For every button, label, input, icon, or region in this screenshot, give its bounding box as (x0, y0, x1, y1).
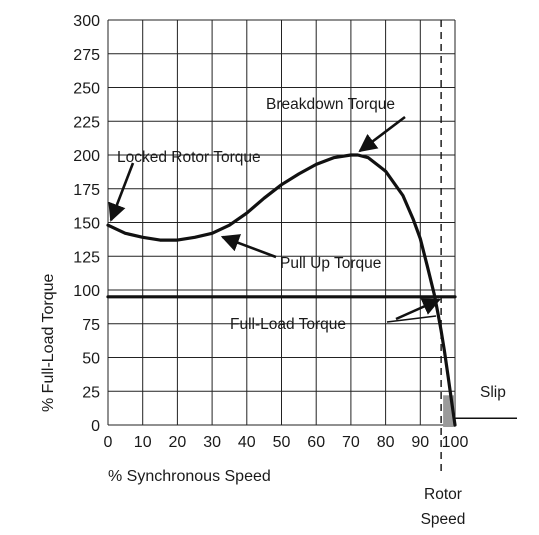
y-tick-label: 0 (91, 418, 100, 435)
annotations: Locked Rotor Torque Breakdown Torque Pull … (108, 20, 517, 528)
rotor-speed-label-line1: Rotor (424, 486, 462, 503)
y-tick-label: 100 (73, 283, 100, 300)
y-tick-label: 175 (73, 182, 100, 199)
y-tick-label: 225 (73, 114, 100, 131)
y-tick-label: 300 (73, 13, 100, 30)
series-lines (106, 153, 457, 427)
x-tick-label: 70 (342, 434, 360, 451)
y-tick-label: 125 (73, 249, 100, 266)
x-tick-label: 40 (238, 434, 256, 451)
x-tick-label: 90 (411, 434, 429, 451)
grid (107, 19, 456, 426)
y-tick-label: 50 (82, 351, 100, 368)
locked-rotor-arrow (108, 162, 135, 222)
slip-shading (443, 395, 455, 427)
y-tick-label: 250 (73, 81, 100, 98)
y-tick-label: 75 (82, 317, 100, 334)
y-tick-label: 200 (73, 148, 100, 165)
x-tick-label: 50 (273, 434, 291, 451)
breakdown-label: Breakdown Torque (266, 96, 395, 113)
x-tick-label: 10 (134, 434, 152, 451)
rotor-speed-label-line2: Speed (421, 511, 466, 528)
slip-region (443, 395, 455, 427)
pull-up-label: Pull Up Torque (280, 255, 381, 272)
x-axis-label: % Synchronous Speed (108, 468, 271, 485)
full-load-arrow (395, 298, 441, 321)
x-tick-labels: 0 10 20 30 40 50 60 70 80 90 100 (104, 434, 469, 451)
y-axis-label: % Full-Load Torque (40, 273, 57, 412)
y-tick-label: 150 (73, 216, 100, 233)
torque-curve (106, 153, 457, 427)
full-load-label: Full-Load Torque (230, 316, 346, 333)
breakdown-arrow (358, 115, 406, 153)
slip-label: Slip (480, 384, 506, 401)
locked-rotor-label: Locked Rotor Torque (117, 149, 261, 166)
x-tick-label: 60 (307, 434, 325, 451)
y-tick-label: 25 (82, 384, 100, 401)
x-tick-label: 0 (104, 434, 113, 451)
full-load-connector (386, 315, 437, 323)
x-tick-label: 100 (442, 434, 469, 451)
y-tick-label: 275 (73, 47, 100, 64)
x-tick-label: 80 (377, 434, 395, 451)
x-tick-label: 30 (203, 434, 221, 451)
pull-up-arrow (220, 234, 277, 259)
x-tick-label: 20 (169, 434, 187, 451)
